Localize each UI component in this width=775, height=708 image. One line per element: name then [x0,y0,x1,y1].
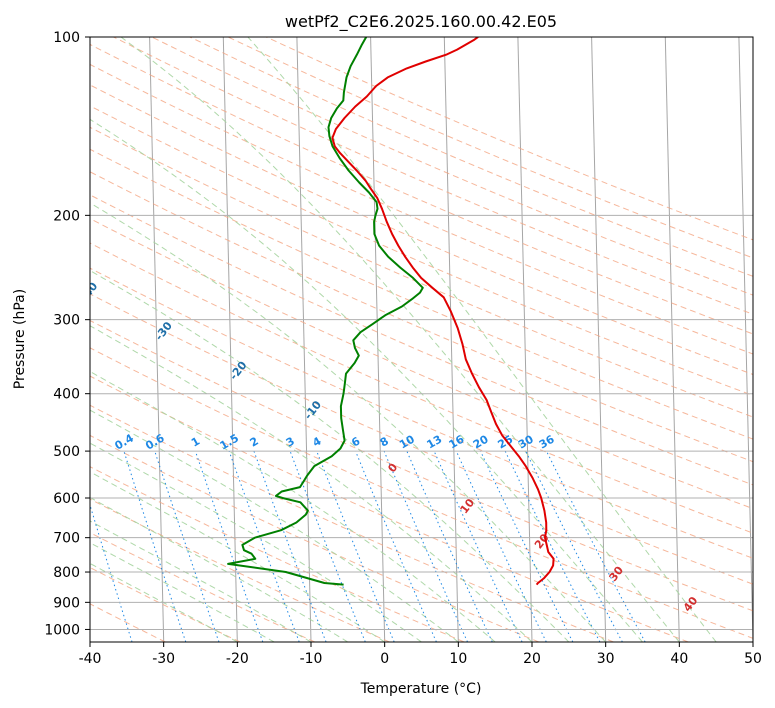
x-tick-label: 30 [597,651,615,667]
x-tick-label: -20 [226,651,249,667]
dry-adiabat-line [90,267,753,559]
moist-adiabat-line [90,409,459,642]
isotherm-line [370,37,386,642]
mixing-ratio-line [406,450,493,642]
dry-adiabat-line [90,347,753,639]
y-axis-ticks: 100 200 300 400 500 600 700 800 900 1000 [44,30,90,638]
x-axis-ticks: -40 -30 -20 -10 0 10 20 30 40 50 [79,642,762,667]
isotherm-line [591,37,607,642]
dewpoint-profile-line [227,37,424,586]
mixing-ratio-lines [90,450,646,642]
moist-adiabat-line [90,202,607,642]
moist-adiabat-lines [90,37,717,642]
isotherm-line [517,37,533,642]
y-axis-title: Pressure (hPa) [12,289,28,389]
mixing-ratio-line [546,450,646,642]
moist-adiabat-line [90,497,349,642]
dry-adiabat-line [90,319,753,612]
dry-adiabat-line [151,37,753,296]
moist-adiabat-line [90,442,422,642]
isotherm-line [222,37,238,642]
moist-adiabat-line [90,520,312,642]
moist-adiabat-line [90,325,533,642]
isotherm-line [443,37,459,642]
y-tick-label: 500 [53,444,80,460]
x-tick-label: -10 [300,651,323,667]
x-tick-label: 20 [523,651,541,667]
temperature-profile-line [331,37,555,586]
mixing-ratio-line [123,450,187,642]
y-tick-label: 200 [53,208,80,224]
isotherm-line [664,37,680,642]
dry-adiabat-line [90,375,689,642]
mixing-ratio-line [90,503,133,642]
x-tick-label: 50 [744,651,762,667]
pressure-gridlines [90,37,753,630]
x-tick-label: 40 [670,651,688,667]
isotherm-lines [90,37,753,642]
y-tick-label: 100 [53,30,80,46]
x-tick-label: 10 [449,651,467,667]
x-tick-label: -30 [152,651,175,667]
mixing-ratio-line [253,450,327,642]
y-tick-label: 400 [53,387,80,403]
dry-adiabat-line [90,194,753,486]
y-tick-label: 900 [53,595,80,611]
moist-adiabat-line [120,37,680,642]
moist-adiabat-line [247,37,717,642]
mixing-ratio-line [289,450,366,642]
y-tick-label: 600 [53,491,80,507]
dry-adiabat-line [90,242,753,534]
x-axis-title: Temperature (°C) [360,681,482,697]
profile-series [227,37,555,586]
isotherm-line [296,37,312,642]
dry-adiabat-label: -40 [78,280,101,304]
moist-adiabat-line [90,118,643,642]
mixing-ratio-line [455,450,547,642]
y-tick-label: 300 [53,313,80,329]
dry-adiabat-line [90,105,753,397]
isotherm-line [149,37,165,642]
chart-title: wetPf2_C2E6.2025.160.00.42.E05 [285,12,557,32]
x-tick-label: -40 [79,651,102,667]
plot-frame [89,36,754,643]
dry-adiabat-line [90,63,753,355]
dry-adiabat-line [90,566,241,642]
isotherm-line [738,37,753,642]
y-tick-label: 800 [53,565,80,581]
y-tick-label: 1000 [44,622,80,638]
dry-adiabat-line [90,498,390,642]
mixing-ratio-line [383,450,468,642]
x-tick-label: 0 [380,651,389,667]
dry-adiabat-line [90,171,753,463]
dry-adiabat-line [90,404,614,642]
dry-adiabat-line [90,43,753,335]
mixing-ratio-line [433,450,523,642]
dry-adiabat-line [90,466,465,642]
y-tick-label: 700 [53,531,80,547]
